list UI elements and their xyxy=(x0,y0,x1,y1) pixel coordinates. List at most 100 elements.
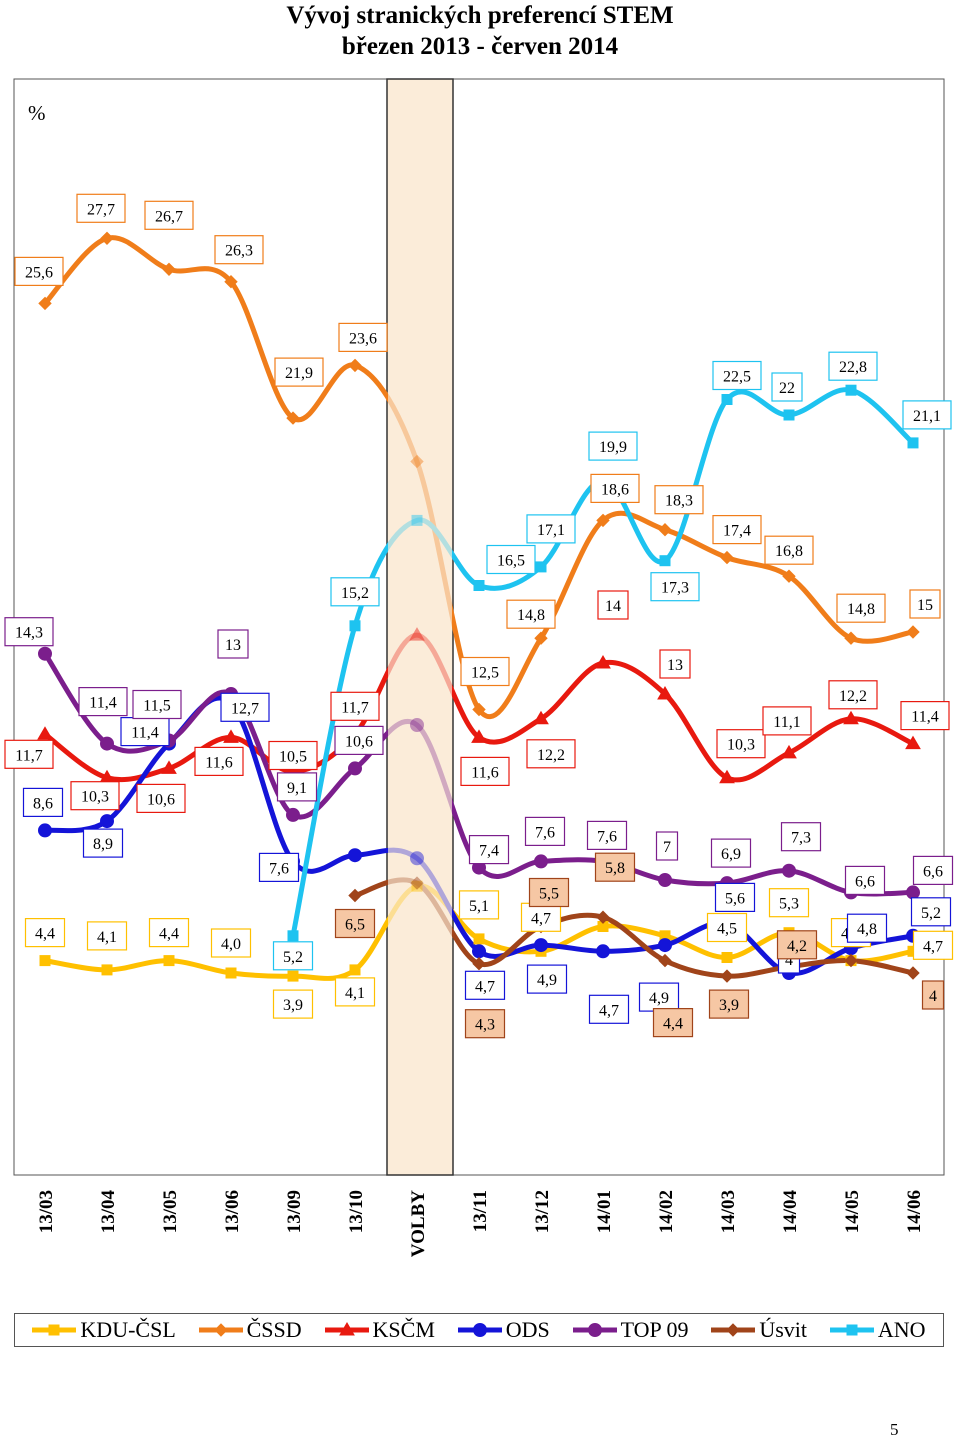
svg-text:4,9: 4,9 xyxy=(649,990,669,1007)
x-tick-14-03: 14/03 xyxy=(718,1190,739,1233)
marker-top-09-14-04 xyxy=(782,863,796,878)
legend-swatch-cssd xyxy=(198,1323,243,1337)
data-label-top-09-9: 7,6 xyxy=(586,820,628,851)
svg-text:22,5: 22,5 xyxy=(723,369,751,386)
data-label-kdu-csl-4: 3,9 xyxy=(272,989,314,1019)
marker-kscm-13-06 xyxy=(223,729,239,743)
data-label-top-09-1: 11,4 xyxy=(78,686,128,717)
data-label-cssd-5: 23,6 xyxy=(338,322,388,352)
svg-text:16,5: 16,5 xyxy=(497,553,525,570)
data-label-cssd-7: 12,5 xyxy=(460,656,510,687)
svg-text:4: 4 xyxy=(929,988,937,1005)
line-chart: % 4,4 4,1 4,4 4,0 3,9 4,1 5,1 4,7 4,5 5,3 4,4 4,7 25… xyxy=(4,78,954,1257)
x-tick-14-04: 14/04 xyxy=(780,1190,801,1234)
data-label-top-09-11: 6,9 xyxy=(710,838,752,868)
svg-text:5,2: 5,2 xyxy=(921,905,941,922)
data-label-ano-7: 16,5 xyxy=(486,544,536,575)
svg-text:11,1: 11,1 xyxy=(773,714,800,731)
svg-text:4: 4 xyxy=(785,952,793,969)
data-label-ods-4: 7,6 xyxy=(258,852,300,883)
marker-cssd-14-05 xyxy=(844,631,858,645)
x-tick-13-03: 13/03 xyxy=(36,1190,57,1233)
legend-label-ods: ODS xyxy=(505,1317,550,1342)
svg-text:17,4: 17,4 xyxy=(723,523,751,540)
x-tick-13-05: 13/05 xyxy=(160,1190,181,1233)
marker-cssd-13-09 xyxy=(286,411,300,425)
marker-kdu-csl-13-06 xyxy=(225,967,237,979)
data-label-kscm-5: 11,7 xyxy=(330,691,380,721)
svg-text:18,6: 18,6 xyxy=(601,481,629,498)
marker-ods-14-02 xyxy=(658,938,672,953)
legend-swatch-ods xyxy=(457,1323,502,1337)
x-tick-13-06: 13/06 xyxy=(222,1190,243,1233)
svg-text:11,6: 11,6 xyxy=(205,754,232,771)
data-label-top-09-14: 6,6 xyxy=(912,855,954,886)
svg-text:7,4: 7,4 xyxy=(479,843,499,860)
data-label-ods-10: 4,9 xyxy=(638,982,680,1012)
data-label-top-09-5: 10,6 xyxy=(334,725,384,756)
x-tick-14-02: 14/02 xyxy=(656,1190,677,1233)
data-label-usvit-8: 5,5 xyxy=(528,877,570,908)
marker-ano-14-05 xyxy=(845,384,857,396)
marker-kscm-13-12 xyxy=(533,710,549,725)
legend-label-usvit: Úsvit xyxy=(759,1317,808,1342)
marker-ods-volby xyxy=(410,851,424,866)
chart-title-line2: březen 2013 - červen 2014 xyxy=(341,33,619,60)
marker-usvit-14-03 xyxy=(720,969,734,983)
svg-text:7,6: 7,6 xyxy=(535,824,555,841)
data-label-kdu-csl-11: 4,5 xyxy=(706,912,748,943)
legend-item-kscm: KSČM xyxy=(324,1317,435,1343)
data-label-kdu-csl-12: 5,3 xyxy=(768,888,810,918)
marker-usvit-13-10 xyxy=(348,888,362,903)
svg-text:4,8: 4,8 xyxy=(857,921,877,938)
legend-label-ano: ANO xyxy=(877,1317,926,1342)
data-label-top-09-8: 7,6 xyxy=(524,816,566,847)
svg-text:7,3: 7,3 xyxy=(791,830,811,847)
marker-ods-13-10 xyxy=(348,848,362,863)
svg-text:8,6: 8,6 xyxy=(33,795,53,812)
svg-text:7,6: 7,6 xyxy=(269,860,289,877)
marker-ods-14-01 xyxy=(596,944,610,959)
svg-text:4,4: 4,4 xyxy=(663,1016,683,1033)
data-label-ano-5: 15,2 xyxy=(330,577,380,607)
marker-kdu-csl-13-11 xyxy=(473,933,485,945)
marker-usvit-14-01 xyxy=(596,910,610,924)
data-label-cssd-14: 15 xyxy=(909,589,941,619)
legend-label-kdu-csl: KDU-ČSL xyxy=(80,1317,176,1342)
marker-ano-13-09 xyxy=(287,930,299,942)
svg-text:11,7: 11,7 xyxy=(15,747,42,764)
legend-swatch-top-09 xyxy=(572,1323,617,1337)
data-label-ano-8: 17,1 xyxy=(526,514,576,544)
svg-text:5,5: 5,5 xyxy=(539,886,559,903)
x-tick-14-01: 14/01 xyxy=(594,1190,615,1233)
svg-text:4,4: 4,4 xyxy=(159,926,179,943)
data-label-kscm-8: 12,2 xyxy=(526,739,576,769)
svg-text:10,5: 10,5 xyxy=(279,749,307,766)
svg-text:3,9: 3,9 xyxy=(719,997,739,1014)
svg-text:17,3: 17,3 xyxy=(661,580,689,597)
x-tick-13-04: 13/04 xyxy=(98,1190,119,1234)
marker-cssd-13-12 xyxy=(534,631,548,645)
data-label-ods-11: 5,6 xyxy=(714,882,756,913)
data-label-ods-1: 8,9 xyxy=(82,828,124,858)
page-number: 5 xyxy=(890,1420,899,1439)
x-tick-14-06: 14/06 xyxy=(904,1190,925,1233)
marker-kscm-13-05 xyxy=(161,760,177,774)
svg-text:12,7: 12,7 xyxy=(231,700,259,717)
legend-item-cssd: ČSSD xyxy=(198,1317,302,1343)
svg-text:13: 13 xyxy=(667,657,683,674)
legend-item-kdu-csl: KDU-ČSL xyxy=(32,1317,176,1343)
chart-title-line1: Vývoj stranických preferencí STEM xyxy=(286,2,674,29)
data-label-kscm-11: 10,3 xyxy=(716,729,766,759)
data-label-kscm-0: 11,7 xyxy=(4,739,54,769)
data-label-top-09-13: 6,6 xyxy=(844,865,886,896)
marker-cssd-13-10 xyxy=(348,358,362,373)
data-label-ano-4: 5,2 xyxy=(272,941,314,971)
svg-text:11,7: 11,7 xyxy=(341,699,368,716)
svg-text:18,3: 18,3 xyxy=(665,493,693,510)
marker-kdu-csl-13-10 xyxy=(349,964,361,976)
data-label-cssd-4: 21,9 xyxy=(274,357,324,387)
data-label-kscm-14: 11,4 xyxy=(900,700,950,731)
svg-text:11,4: 11,4 xyxy=(911,709,938,726)
data-label-kdu-csl-7: 5,1 xyxy=(458,890,500,920)
